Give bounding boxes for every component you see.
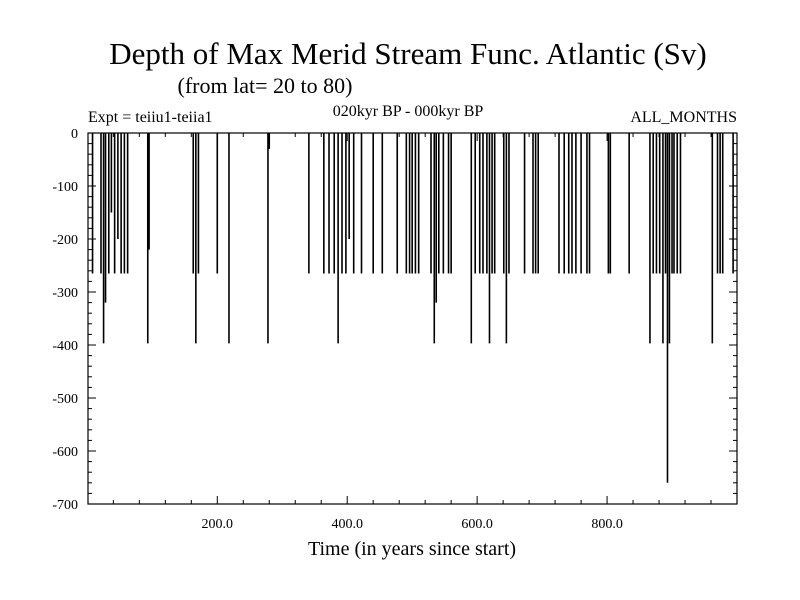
y-tick-label: -700 [52,498,78,513]
x-tick-label: 400.0 [331,517,363,532]
x-tick-label: 800.0 [591,517,623,532]
annotation-period: 020kyr BP - 000kyr BP [333,103,484,120]
x-tick-label: 600.0 [461,517,493,532]
x-axis-label: Time (in years since start) [308,538,516,560]
chart-title: Depth of Max Merid Stream Func. Atlantic… [109,36,707,71]
y-tick-label: -300 [52,286,78,301]
y-tick-label: 0 [71,127,78,142]
y-tick-label: -600 [52,445,78,460]
x-tick-label: 200.0 [202,517,234,532]
chart-subtitle: (from lat= 20 to 80) [178,73,353,98]
annotation-experiment: Expt = teiiu1-teiia1 [88,109,213,126]
spike-series [91,133,734,483]
y-axis-ticks: 0 -100 -200 -300 -400 -500 -600 -700 [52,127,737,513]
y-tick-label: -500 [52,392,78,407]
y-tick-label: -100 [52,180,78,195]
annotation-months: ALL_MONTHS [630,109,737,126]
y-tick-label: -400 [52,339,78,354]
plot-frame [87,132,738,505]
y-tick-label: -200 [52,233,78,248]
x-axis-ticks: 200.0 400.0 600.0 800.0 [112,133,712,532]
